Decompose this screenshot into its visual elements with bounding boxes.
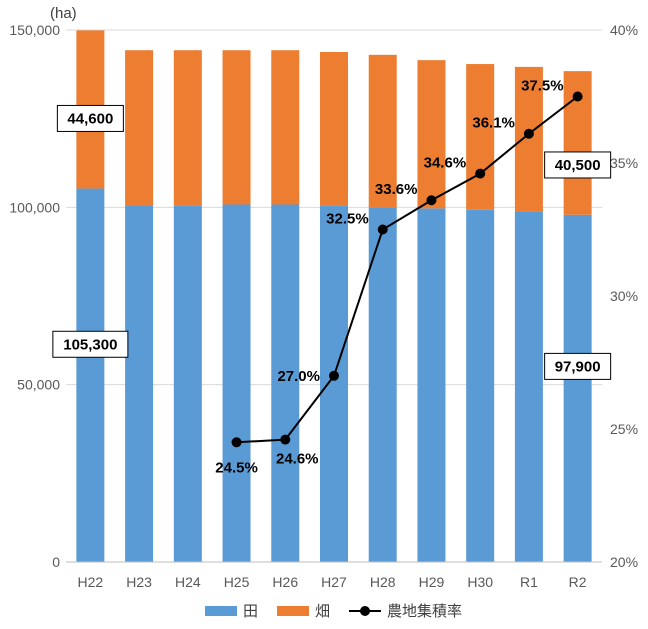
- bar-segment-ta: [76, 188, 105, 562]
- bar-segment-ta: [466, 209, 495, 563]
- line-value-label: 32.5%: [326, 211, 369, 228]
- y-right-tick-label: 30%: [610, 288, 638, 304]
- x-tick-label: H29: [419, 574, 445, 590]
- legend-line-marker: [360, 606, 370, 616]
- line-marker: [523, 128, 534, 139]
- y-left-tick-label: 100,000: [9, 199, 60, 215]
- line-value-label: 37.5%: [521, 78, 564, 95]
- legend-label-ta: 田: [243, 602, 258, 620]
- bar-segment-ta: [368, 207, 397, 563]
- y-right-tick-label: 20%: [610, 554, 638, 570]
- x-tick-label: R1: [520, 574, 538, 590]
- bar-callout-box: [544, 352, 612, 380]
- bar-callout-label: 105,300: [63, 336, 117, 353]
- bar-callout-box: [52, 330, 129, 358]
- line-marker: [475, 168, 486, 179]
- y-right-tick-label: 40%: [610, 22, 638, 38]
- bar-segment-hatake: [466, 64, 495, 210]
- bar-segment-hatake: [320, 51, 348, 206]
- legend-swatch-ta: [205, 606, 237, 616]
- x-tick-label: H26: [272, 574, 298, 590]
- line-marker: [329, 370, 339, 381]
- y-left-tick-label: 0: [52, 554, 60, 570]
- bar-callout-label: 44,600: [67, 110, 113, 127]
- bar-segment-ta: [417, 208, 446, 562]
- line-series: [231, 91, 583, 448]
- x-tick-label: H30: [467, 574, 493, 590]
- bar-callout-box: [56, 104, 124, 132]
- bar-callout-label: 40,500: [555, 157, 601, 174]
- bar-segment-ta: [173, 205, 202, 563]
- bar-segment-ta: [514, 211, 543, 562]
- y-left-tick-label: 50,000: [17, 377, 60, 393]
- data-labels: 24.5% 24.6% 27.0% 32.5% 33.6% 34.6% 36.1% 37.5%…: [52, 78, 612, 476]
- bar-segment-hatake: [222, 50, 251, 205]
- x-tick-label: H23: [126, 574, 152, 590]
- line-value-label: 36.1%: [472, 115, 515, 132]
- bar-segment-ta: [271, 204, 300, 562]
- line-path: [236, 95, 579, 444]
- bar-segment-ta: [563, 214, 592, 563]
- bar-segment-ta: [222, 204, 251, 562]
- line-value-label: 24.5%: [215, 459, 258, 476]
- line-marker: [280, 434, 291, 445]
- y-right-tick-label: 35%: [610, 155, 638, 171]
- bars: [76, 30, 592, 563]
- bar-segment-hatake: [514, 66, 543, 212]
- legend-label-hatake: 畑: [315, 602, 330, 620]
- bar-segment-hatake: [125, 50, 154, 206]
- bar-segment-ta: [320, 205, 348, 563]
- legend-label-rate: 農地集積率: [387, 602, 462, 620]
- bar-callout-label: 97,900: [555, 358, 601, 375]
- bar-segment-hatake: [368, 54, 397, 208]
- bar-callout-box: [544, 151, 612, 179]
- bar-segment-hatake: [173, 50, 202, 206]
- x-tick-label: R2: [569, 574, 587, 590]
- y-left-tick-label: 150,000: [9, 22, 60, 38]
- legend-swatch-hatake: [277, 606, 309, 616]
- legend: 田 畑 農地集積率: [205, 602, 462, 620]
- line-marker: [426, 195, 437, 206]
- x-tick-label: H28: [370, 574, 396, 590]
- y-right-tick-label: 25%: [610, 421, 638, 437]
- bar-segment-hatake: [271, 50, 300, 205]
- y-axis-unit-label: (ha): [50, 5, 77, 22]
- x-tick-label: H25: [224, 574, 250, 590]
- axes: 0 50,000 100,000 150,000 20% 25% 30% 35% 40% H22 H…: [9, 22, 638, 590]
- line-marker: [572, 91, 583, 102]
- line-value-label: 24.6%: [276, 451, 319, 468]
- line-value-label: 34.6%: [424, 155, 467, 172]
- line-marker: [231, 437, 242, 448]
- x-tick-label: H27: [321, 574, 347, 590]
- line-marker: [377, 224, 388, 235]
- x-tick-label: H24: [175, 574, 201, 590]
- line-value-label: 27.0%: [277, 368, 320, 385]
- bar-segment-ta: [125, 205, 154, 562]
- x-tick-label: H22: [78, 574, 104, 590]
- line-value-label: 33.6%: [375, 181, 418, 198]
- bar-segment-hatake: [417, 60, 446, 209]
